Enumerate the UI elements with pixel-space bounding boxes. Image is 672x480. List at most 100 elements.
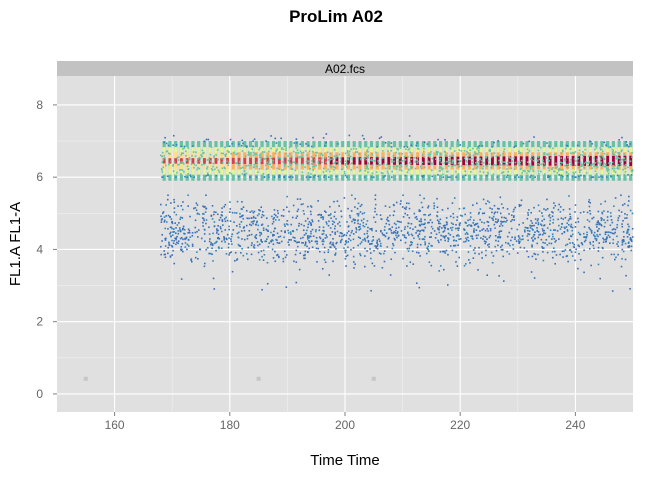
data-point (187, 232, 189, 234)
data-point (423, 197, 425, 200)
data-point (503, 161, 506, 163)
data-point (316, 240, 319, 243)
data-point (549, 216, 552, 219)
data-point (291, 216, 294, 219)
data-point (588, 160, 591, 163)
data-point (197, 158, 199, 161)
data-point (396, 232, 399, 235)
data-point (173, 161, 176, 163)
data-point (376, 242, 378, 244)
density-stripe (554, 156, 558, 166)
data-point (329, 234, 332, 236)
data-point (386, 216, 389, 219)
data-point (349, 234, 351, 237)
data-point (200, 155, 203, 158)
data-point (408, 234, 410, 236)
data-point (242, 206, 245, 208)
data-point (414, 167, 417, 170)
data-point (212, 260, 214, 262)
data-point (444, 227, 446, 230)
data-point (178, 227, 181, 229)
data-point (548, 145, 550, 148)
data-point (179, 218, 181, 221)
data-point (309, 205, 312, 207)
data-point (314, 230, 317, 233)
data-point (477, 234, 479, 236)
data-point (574, 221, 577, 224)
data-point (600, 148, 602, 151)
data-point (546, 251, 549, 254)
data-point (572, 246, 575, 248)
data-point (438, 220, 440, 223)
density-stripe (462, 156, 466, 166)
data-point (344, 240, 347, 243)
data-point (225, 153, 227, 156)
data-point (610, 231, 612, 234)
data-point (217, 236, 220, 239)
data-point (498, 275, 500, 277)
data-point (188, 158, 191, 161)
data-point (569, 249, 572, 251)
data-point (433, 207, 435, 210)
data-point (620, 164, 622, 166)
data-point (511, 160, 514, 162)
data-point (275, 238, 277, 241)
data-point (627, 204, 629, 207)
data-point (200, 154, 202, 156)
data-point (630, 240, 633, 243)
data-point (612, 242, 614, 245)
data-point (161, 234, 164, 236)
data-point (365, 158, 368, 161)
data-point (296, 245, 299, 248)
data-point (398, 152, 400, 155)
data-point (369, 248, 371, 250)
data-point (374, 245, 376, 247)
data-point (452, 236, 455, 238)
data-point (598, 176, 600, 178)
data-point (165, 150, 168, 153)
data-point (329, 214, 331, 216)
data-point (348, 150, 351, 153)
data-point (620, 161, 622, 164)
data-point (367, 239, 370, 242)
data-point (417, 234, 419, 237)
data-point (357, 236, 360, 239)
data-point (468, 153, 471, 156)
data-point (537, 222, 540, 224)
data-point (364, 153, 367, 156)
data-point (276, 209, 279, 212)
data-point (224, 153, 226, 156)
density-stripe (260, 157, 264, 165)
data-point (629, 209, 632, 212)
data-point (217, 229, 219, 232)
data-point (213, 288, 216, 290)
data-point (332, 244, 335, 247)
data-point (437, 151, 439, 153)
data-point (474, 223, 477, 225)
data-point (233, 152, 235, 154)
data-point (573, 172, 575, 175)
data-point (457, 159, 460, 161)
data-point (585, 236, 588, 239)
data-point (549, 146, 551, 149)
data-point (230, 173, 233, 175)
data-point (280, 169, 283, 171)
data-point (301, 155, 303, 157)
data-point (161, 169, 163, 171)
data-point (494, 221, 497, 223)
data-point (272, 243, 275, 246)
data-point (461, 215, 464, 217)
data-point (560, 152, 563, 154)
data-point (359, 223, 361, 226)
data-point (310, 222, 312, 225)
data-point (514, 206, 517, 209)
data-point (380, 172, 383, 174)
data-point (352, 218, 355, 221)
data-point (273, 216, 276, 219)
data-point (239, 216, 241, 218)
density-stripe (243, 157, 247, 164)
data-point (588, 199, 591, 201)
data-point (172, 163, 175, 166)
data-point (179, 237, 182, 240)
data-point (460, 165, 463, 167)
